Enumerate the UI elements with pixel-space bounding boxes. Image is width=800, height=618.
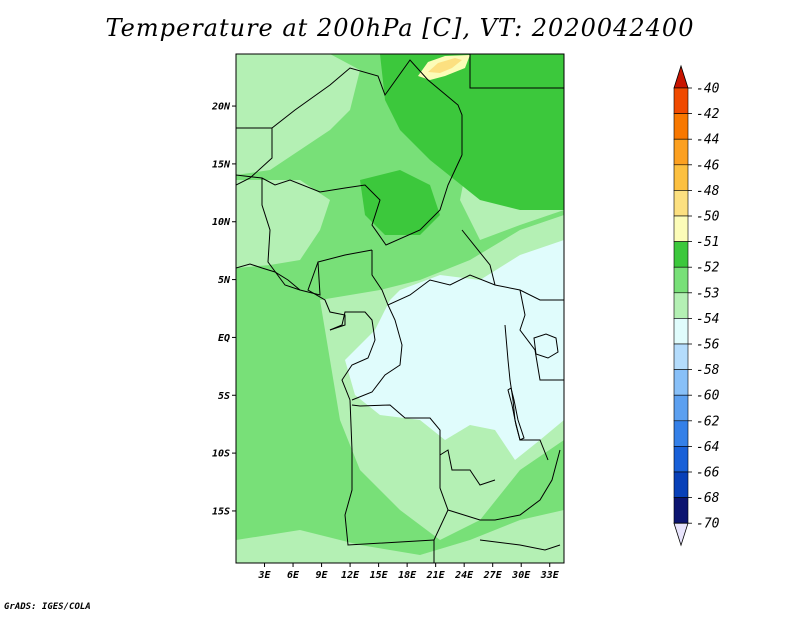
field-band-minus50 — [428, 58, 462, 73]
border-line-east — [519, 289, 564, 381]
country-borders — [236, 54, 564, 563]
lat-tick-label: 20N — [211, 102, 231, 113]
colorbar-label: -62 — [696, 414, 720, 429]
border-line-gulf — [307, 261, 346, 331]
border-line-sahel — [236, 154, 463, 246]
temperature-field — [236, 54, 564, 563]
colorbar-swatch — [673, 343, 689, 370]
lon-tick-label: 15E — [370, 570, 389, 581]
colorbar-bottom-arrow — [673, 522, 689, 547]
colorbar-swatch — [673, 471, 689, 498]
latitude-axis: 20N 15N 10N 5N EQ 5S 10S 15S — [211, 102, 236, 517]
colorbar-swatch — [673, 215, 689, 242]
colorbar-label: -44 — [696, 133, 719, 148]
field-band-minus54-north — [236, 54, 360, 175]
colorbar-label: -58 — [696, 363, 720, 378]
field-band-minus52-northeast — [380, 54, 564, 210]
border-line-angola-south — [344, 399, 435, 546]
longitude-axis: 3E 6E 9E 12E 15E 18E 21E 24E 27E 30E 33E — [257, 563, 560, 581]
colorbar-swatch — [673, 497, 689, 524]
colorbar-label: -42 — [696, 107, 720, 122]
colorbar-swatch — [673, 138, 689, 166]
lat-tick-label: EQ — [218, 333, 230, 344]
lon-tick-label: 12E — [341, 570, 360, 581]
lat-tick-label: 10S — [212, 449, 230, 460]
colorbar-swatch — [673, 190, 689, 217]
border-line-northeast — [469, 54, 564, 89]
border-line-great-lakes — [504, 324, 549, 461]
colorbar-label: -40 — [696, 82, 720, 97]
map-frame — [235, 53, 565, 564]
colorbar-label: -60 — [696, 389, 720, 404]
colorbar-swatch — [673, 369, 689, 396]
colorbar-swatch — [673, 113, 689, 140]
colorbar-swatch — [673, 318, 689, 345]
lon-tick-label: 27E — [483, 570, 503, 581]
border-line-nigeria-cameroon — [261, 178, 373, 296]
lake-victoria-outline — [533, 333, 559, 359]
border-line-sudan-south — [461, 229, 496, 286]
lat-tick-label: 15S — [212, 506, 230, 517]
field-band-minus54-south — [236, 510, 564, 563]
border-line-mozambique — [479, 539, 561, 551]
colorbar-label: -54 — [696, 312, 719, 327]
lat-tick-label: 15N — [212, 159, 231, 170]
colorbar-label: -48 — [696, 184, 720, 199]
colorbar-label: -64 — [696, 440, 719, 455]
lon-tick-label: 30E — [511, 570, 531, 581]
colorbar-top-arrow — [673, 64, 689, 89]
lon-tick-label: 3E — [257, 570, 271, 581]
lat-tick-label: 5S — [218, 391, 230, 402]
lon-tick-label: 6E — [287, 570, 300, 581]
lon-tick-label: 24E — [454, 570, 474, 581]
colorbar-swatch — [673, 292, 689, 319]
field-band-minus56 — [345, 240, 564, 460]
border-line-congo-drc — [351, 304, 403, 401]
colorbar-label: -68 — [696, 491, 720, 506]
colorbar-swatch — [673, 446, 689, 473]
lon-tick-label: 9E — [316, 570, 329, 581]
colorbar-swatch — [673, 241, 689, 268]
field-band-minus52-north — [360, 170, 440, 235]
lat-tick-label: 5N — [218, 275, 231, 286]
colorbar-label: -70 — [696, 517, 720, 532]
lake-tanganyika-outline — [507, 387, 525, 441]
border-line-gabon-congo — [329, 311, 376, 401]
field-band-minus54-west — [236, 180, 330, 268]
colorbar-swatch — [673, 394, 689, 422]
lat-tick-label: 10N — [212, 217, 231, 228]
lon-tick-label: 33E — [540, 570, 560, 581]
lon-tick-label: 21E — [426, 570, 446, 581]
colorbar-swatch — [673, 164, 689, 191]
border-line-west-lakes — [236, 128, 273, 186]
colorbar-swatch — [673, 266, 689, 294]
border-line-angola-north — [351, 404, 496, 486]
colorbar-label: -46 — [696, 158, 720, 173]
lon-tick-label: 18E — [398, 570, 417, 581]
coastline-gulf-guinea — [236, 263, 301, 291]
colorbar-label: -53 — [696, 286, 719, 301]
colorbar-swatch — [673, 87, 689, 114]
page-title: Temperature at 200hPa [C], VT: 202004240… — [105, 14, 695, 42]
border-line-zambia — [447, 449, 561, 521]
colorbar-label: -52 — [696, 261, 720, 276]
colorbar-label: -50 — [696, 210, 720, 225]
colorbar-swatch — [673, 420, 689, 447]
colorbar-label: -56 — [696, 338, 720, 353]
grads-credit: GrADS: IGES/COLA — [4, 602, 91, 612]
border-line-north — [236, 59, 463, 155]
colorbar-legend: -40 -42 -44 -46 -48 -50 -51 -52 -53 -54 -56 -58 -60 -… — [673, 64, 720, 547]
colorbar-label: -51 — [696, 235, 719, 250]
border-line-car-north — [371, 250, 564, 306]
colorbar-label: -66 — [696, 466, 720, 481]
